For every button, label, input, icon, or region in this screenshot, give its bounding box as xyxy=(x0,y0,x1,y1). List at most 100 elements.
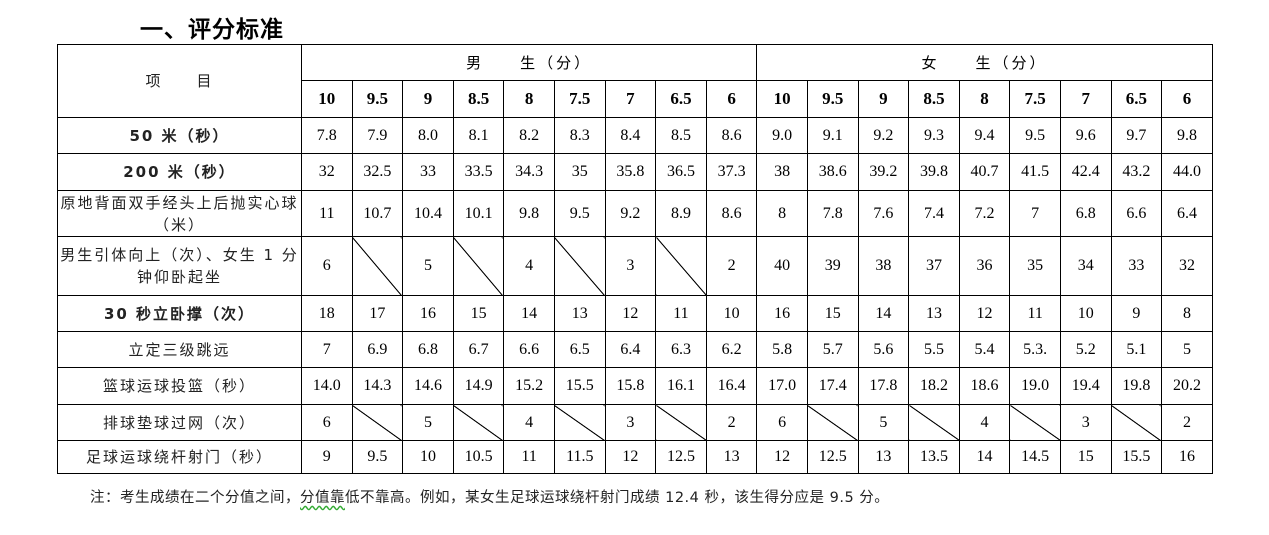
male-value-cell: 17 xyxy=(351,295,404,332)
male-value-cell: 18 xyxy=(301,295,353,332)
female-value-cell: 39 xyxy=(806,236,859,296)
male-score-header: 6.5 xyxy=(655,80,707,118)
female-value-cell: 6 xyxy=(756,404,808,441)
female-value-cell: 5.8 xyxy=(756,331,808,368)
female-value-cell: 40 xyxy=(756,236,808,296)
female-value-cell: 9.5 xyxy=(1009,117,1061,154)
female-value-cell: 9.0 xyxy=(756,117,808,154)
male-score-header: 8.5 xyxy=(452,80,505,118)
male-score-header: 9 xyxy=(402,80,454,118)
male-score-header: 7 xyxy=(604,80,657,118)
male-score-header: 8 xyxy=(503,80,555,118)
female-value-cell: 5 xyxy=(1161,331,1213,368)
female-value-cell: 5.5 xyxy=(908,331,960,368)
male-value-cell: 8.3 xyxy=(553,117,606,154)
female-value-cell: 5.2 xyxy=(1059,331,1112,368)
female-value-cell: 2 xyxy=(1161,404,1213,441)
male-value-cell: 8.6 xyxy=(705,190,758,237)
male-value-cell: 14.9 xyxy=(452,367,505,405)
male-value-cell: 34.3 xyxy=(503,153,555,191)
female-value-cell: 19.8 xyxy=(1110,367,1163,405)
female-value-cell: 35 xyxy=(1009,236,1061,296)
female-value-cell: 14.5 xyxy=(1009,440,1061,474)
female-value-cell: 42.4 xyxy=(1059,153,1112,191)
male-value-cell: 6.3 xyxy=(655,331,707,368)
male-value-cell: 13 xyxy=(553,295,606,332)
female-score-header: 9 xyxy=(857,80,910,118)
male-value-cell: 35 xyxy=(553,153,606,191)
male-value-cell: 10 xyxy=(402,440,454,474)
female-value-cell: 6.6 xyxy=(1110,190,1163,237)
female-value-cell: 5.1 xyxy=(1110,331,1163,368)
male-value-cell: 5 xyxy=(402,404,454,441)
row-label: 足球运球绕杆射门（秒） xyxy=(57,440,302,474)
female-value-cell: 13 xyxy=(857,440,910,474)
male-value-cell: 11 xyxy=(301,190,353,237)
female-value-cell: 9.3 xyxy=(908,117,960,154)
male-value-cell: 4 xyxy=(503,404,555,441)
male-value-cell: 5 xyxy=(402,236,454,296)
footnote-text-end: 低不靠高。例如，某女生足球运球绕杆射门成绩 12.4 秒，该生得分应是 9.5 … xyxy=(345,490,890,506)
female-value-cell: 32 xyxy=(1161,236,1213,296)
row-label: 50 米（秒） xyxy=(57,117,302,154)
female-value-cell: 44.0 xyxy=(1161,153,1213,191)
male-value-cell: 8.5 xyxy=(655,117,707,154)
female-score-header: 8 xyxy=(958,80,1011,118)
male-value-cell: 8.0 xyxy=(402,117,454,154)
female-score-header: 10 xyxy=(756,80,808,118)
female-value-cell: 3 xyxy=(1059,404,1112,441)
male-value-cell: 3 xyxy=(604,236,657,296)
table-row: 篮球运球投篮（秒） 14.0 14.3 14.6 14.9 15.2 15.5 15.8 16.… xyxy=(57,367,1213,405)
female-value-cell: 7.4 xyxy=(908,190,960,237)
female-value-cell: 33 xyxy=(1110,236,1163,296)
male-score-header: 7.5 xyxy=(553,80,606,118)
male-value-cell: 3 xyxy=(604,404,657,441)
table-row: 立定三级跳远 7 6.9 6.8 6.7 6.6 6.5 6.4 6.3 6.2 5.8 5.7 5.6… xyxy=(57,331,1213,368)
female-value-cell: 8 xyxy=(1161,295,1213,332)
male-score-header: 10 xyxy=(301,80,353,118)
female-score-header: 9.5 xyxy=(806,80,859,118)
female-value-cell: 5.3. xyxy=(1009,331,1061,368)
female-value-cell: 9.1 xyxy=(806,117,859,154)
male-value-cell: 10 xyxy=(705,295,758,332)
table-row: 男生引体向上（次）、女生 1 分钟仰卧起坐 6 5 4 3 2 40 39 38 37 36 35 34… xyxy=(57,236,1213,296)
female-value-cell: 12 xyxy=(958,295,1011,332)
female-value-cell: 15 xyxy=(1059,440,1112,474)
male-value-cell: 14.0 xyxy=(301,367,353,405)
male-value-cell: 6.2 xyxy=(705,331,758,368)
table-row: 排球垫球过网（次） 6 5 4 3 2 6 5 4 3 2 xyxy=(57,404,1213,441)
empty-slash-cell xyxy=(908,404,960,441)
empty-slash-cell xyxy=(553,236,606,296)
male-value-cell: 2 xyxy=(705,404,758,441)
male-value-cell: 10.1 xyxy=(452,190,505,237)
table-row: 50 米（秒） 7.8 7.9 8.0 8.1 8.2 8.3 8.4 8.5 8.6 9.0 9.1… xyxy=(57,117,1213,154)
row-label: 30 秒立卧撑（次） xyxy=(57,295,302,332)
female-value-cell: 38.6 xyxy=(806,153,859,191)
footnote: 注：考生成绩在二个分值之间，分值靠低不靠高。例如，某女生足球运球绕杆射门成绩 1… xyxy=(90,486,889,507)
male-score-header: 9.5 xyxy=(351,80,404,118)
empty-slash-cell xyxy=(655,236,707,296)
row-label: 篮球运球投篮（秒） xyxy=(57,367,302,405)
female-value-cell: 16 xyxy=(756,295,808,332)
female-value-cell: 41.5 xyxy=(1009,153,1061,191)
female-value-cell: 7 xyxy=(1009,190,1061,237)
male-value-cell: 13 xyxy=(705,440,758,474)
male-value-cell: 35.8 xyxy=(604,153,657,191)
female-value-cell: 15 xyxy=(806,295,859,332)
male-value-cell: 33.5 xyxy=(452,153,505,191)
female-value-cell: 13 xyxy=(908,295,960,332)
male-header: 男 生（分） xyxy=(300,44,758,81)
female-value-cell: 9 xyxy=(1110,295,1163,332)
male-value-cell: 4 xyxy=(503,236,555,296)
male-value-cell: 6 xyxy=(301,404,353,441)
row-label: 男生引体向上（次）、女生 1 分钟仰卧起坐 xyxy=(57,236,302,296)
male-value-cell: 6 xyxy=(301,236,353,296)
female-value-cell: 9.4 xyxy=(958,117,1011,154)
female-value-cell: 9.7 xyxy=(1110,117,1163,154)
empty-slash-cell xyxy=(351,404,404,441)
female-value-cell: 5.4 xyxy=(958,331,1011,368)
male-value-cell: 9.5 xyxy=(553,190,606,237)
female-score-header: 6.5 xyxy=(1110,80,1163,118)
male-value-cell: 6.9 xyxy=(351,331,404,368)
female-value-cell: 38 xyxy=(756,153,808,191)
